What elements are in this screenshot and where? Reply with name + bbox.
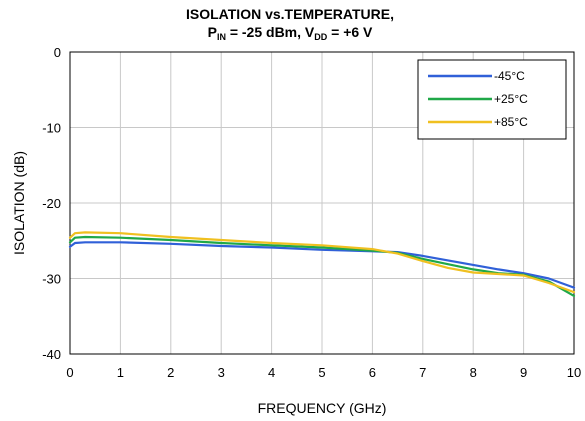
x-tick-label: 9 bbox=[520, 365, 527, 380]
title-p-symbol: P bbox=[208, 24, 217, 40]
title-v-subscript: DD bbox=[314, 32, 327, 42]
x-tick-label: 10 bbox=[567, 365, 581, 380]
plot-border bbox=[69, 51, 575, 355]
x-tick-label: 2 bbox=[167, 365, 174, 380]
chart-title-line1: ISOLATION vs.TEMPERATURE, bbox=[186, 6, 394, 22]
chart-title-line2: PIN = -25 dBm, VDD = +6 V bbox=[208, 24, 373, 42]
x-tick-label: 5 bbox=[318, 365, 325, 380]
x-tick-label: 3 bbox=[218, 365, 225, 380]
y-tick-label: -20 bbox=[42, 196, 61, 211]
x-tick-labels: 0 1 2 3 4 5 6 7 8 9 10 bbox=[66, 365, 581, 380]
title-v-value: = +6 V bbox=[327, 24, 373, 40]
x-tick-label: 4 bbox=[268, 365, 275, 380]
y-tick-label: -40 bbox=[42, 347, 61, 362]
x-tick-label: 8 bbox=[470, 365, 477, 380]
x-tick-label: 1 bbox=[117, 365, 124, 380]
y-tick-labels: 0 -10 -20 -30 -40 bbox=[42, 45, 61, 362]
y-tick-label: -30 bbox=[42, 272, 61, 287]
title-p-value: = -25 dBm, bbox=[226, 24, 305, 40]
x-axis-label: FREQUENCY (GHz) bbox=[258, 400, 387, 416]
x-tick-label: 6 bbox=[369, 365, 376, 380]
legend-label: -45°C bbox=[494, 69, 525, 83]
legend-label: +25°C bbox=[494, 92, 528, 106]
legend-label: +85°C bbox=[494, 115, 528, 129]
title-v-symbol: V bbox=[305, 24, 315, 40]
x-tick-label: 7 bbox=[419, 365, 426, 380]
legend-items: -45°C +25°C +85°C bbox=[428, 69, 528, 129]
legend: -45°C +25°C +85°C bbox=[417, 59, 567, 140]
data-series bbox=[68, 231, 576, 297]
y-tick-label: -10 bbox=[42, 121, 61, 136]
y-tick-label: 0 bbox=[54, 45, 61, 60]
title-p-subscript: IN bbox=[217, 32, 226, 42]
y-axis-label: ISOLATION (dB) bbox=[11, 151, 27, 255]
x-tick-label: 0 bbox=[66, 365, 73, 380]
series-line bbox=[68, 231, 576, 294]
grid-lines bbox=[70, 52, 574, 354]
